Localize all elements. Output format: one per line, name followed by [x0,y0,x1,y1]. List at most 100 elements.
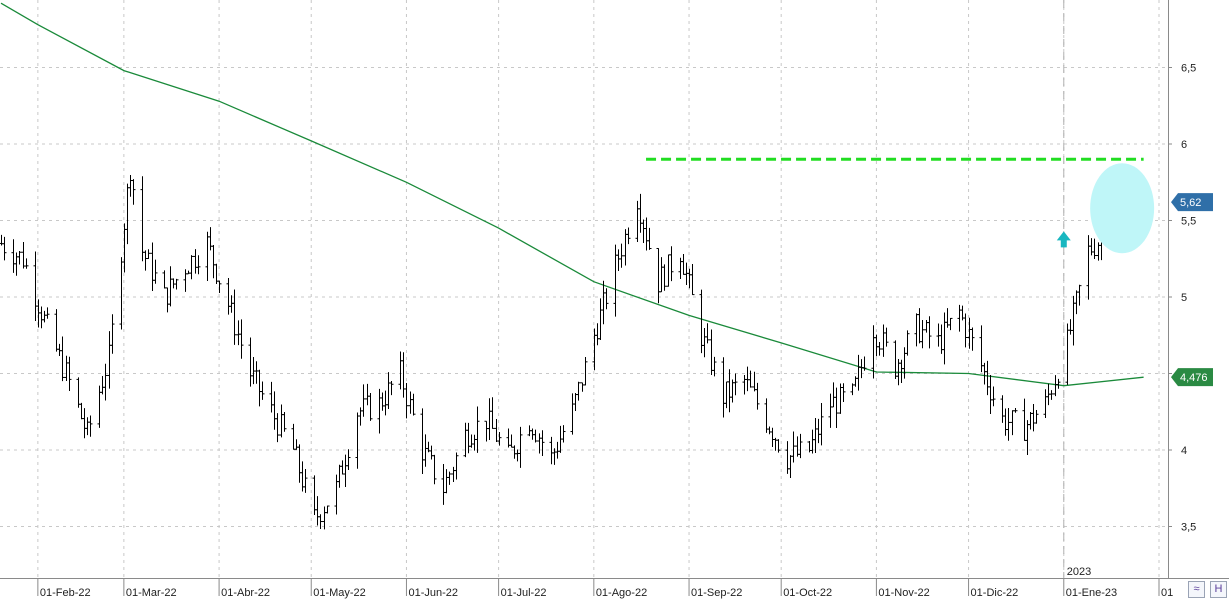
price-bar [318,514,323,529]
x-axis-background [0,578,1229,602]
price-bar [748,370,753,388]
price-bar [411,393,416,416]
price-bar [905,330,910,356]
price-bar [189,255,194,280]
price-bar [110,314,115,354]
x-tick-label: 01-Ago-22 [596,587,647,599]
price-bar [153,259,158,284]
x-tick-label: 01-Oct-22 [783,587,832,599]
price-bar [626,227,631,245]
price-bar [1049,390,1054,400]
price-bar [518,426,523,468]
price-bar [103,363,108,401]
price-bar [1034,409,1039,424]
price-bar [475,406,480,453]
price-bar [146,249,151,260]
moving-average-value-flag [1171,368,1213,387]
x-tick-label: 01-May-22 [313,587,366,599]
price-bar [791,431,796,463]
price-bar [432,454,437,485]
price-bar [17,251,22,265]
moving-average-value-label: 4,476 [1180,372,1208,384]
price-bar [88,415,93,437]
x-tick-label: 01-Ene-23 [1066,587,1117,599]
price-bar [776,439,781,453]
price-bar [389,380,394,396]
price-bar [970,327,975,351]
x-tick-label: 01-Mar-22 [126,587,177,599]
year-label: 2023 [1067,566,1091,578]
y-tick-label: 4 [1181,445,1187,457]
moving-average-line [0,2,1144,387]
price-bar [282,412,287,432]
price-bar [533,429,538,443]
price-bar [497,431,502,446]
price-bar [834,387,839,428]
price-bar [963,313,968,348]
horizontal-scale-button[interactable]: H [1210,581,1227,598]
price-bar [690,264,695,296]
last-price-flag [1171,193,1213,212]
price-bar [576,381,581,401]
price-bar [217,280,222,294]
price-bar [1013,407,1018,413]
y-tick-label: 5 [1181,292,1187,304]
price-bar [877,342,882,356]
last-price-label: 5,62 [1180,197,1201,209]
annotation-layer [646,157,1155,254]
price-bar [346,449,351,470]
moving-average-layer [0,2,1144,387]
x-tick-label: 01-Dic-22 [971,587,1019,599]
price-bar [275,413,280,443]
y-tick-label: 3,5 [1181,522,1196,534]
price-bar [174,278,179,290]
price-bar [647,227,652,250]
price-bar [662,264,667,291]
price-bar [798,433,803,459]
x-tick-label: 01-Jul-22 [501,587,547,599]
x-tick-label: 01-Jun-22 [408,587,458,599]
price-bar [540,430,545,456]
price-bar [232,289,237,345]
price-bar [67,356,72,392]
price-bar [712,356,717,377]
price-bar [454,452,459,480]
price-bar [583,356,588,386]
price-bar [361,384,366,417]
price-bars-layer [0,175,1147,530]
price-bar [1077,284,1082,306]
price-bar [260,381,265,400]
price-bar [705,323,710,344]
price-bar [303,468,308,493]
price-bar [927,316,932,349]
x-tick-label: 01-Nov-22 [878,587,929,599]
y-tick-label: 6,5 [1181,63,1196,75]
price-bar [490,397,495,429]
price-bar [920,319,925,349]
price-bar [1056,378,1061,389]
price-bar [60,336,65,382]
price-bar [196,255,201,275]
price-bar [447,471,452,485]
y-axis-background [1168,0,1229,578]
price-bar [755,382,760,410]
x-tick-label: 01-Feb-22 [40,587,91,599]
price-bar [948,317,953,331]
price-bar [24,258,29,269]
price-bar [884,327,889,347]
price-bar [841,383,846,403]
price-bar [325,505,330,514]
x-tick-label: 01-Sep-22 [691,587,742,599]
price-bar [45,307,50,319]
price-bar [561,425,566,443]
price-bar [404,382,409,419]
y-tick-label: 5,5 [1181,216,1196,228]
up-arrow-icon [1056,231,1071,248]
price-bar [819,402,824,446]
price-bar [619,243,624,268]
zoom-fit-button[interactable]: ≈ [1188,581,1205,598]
